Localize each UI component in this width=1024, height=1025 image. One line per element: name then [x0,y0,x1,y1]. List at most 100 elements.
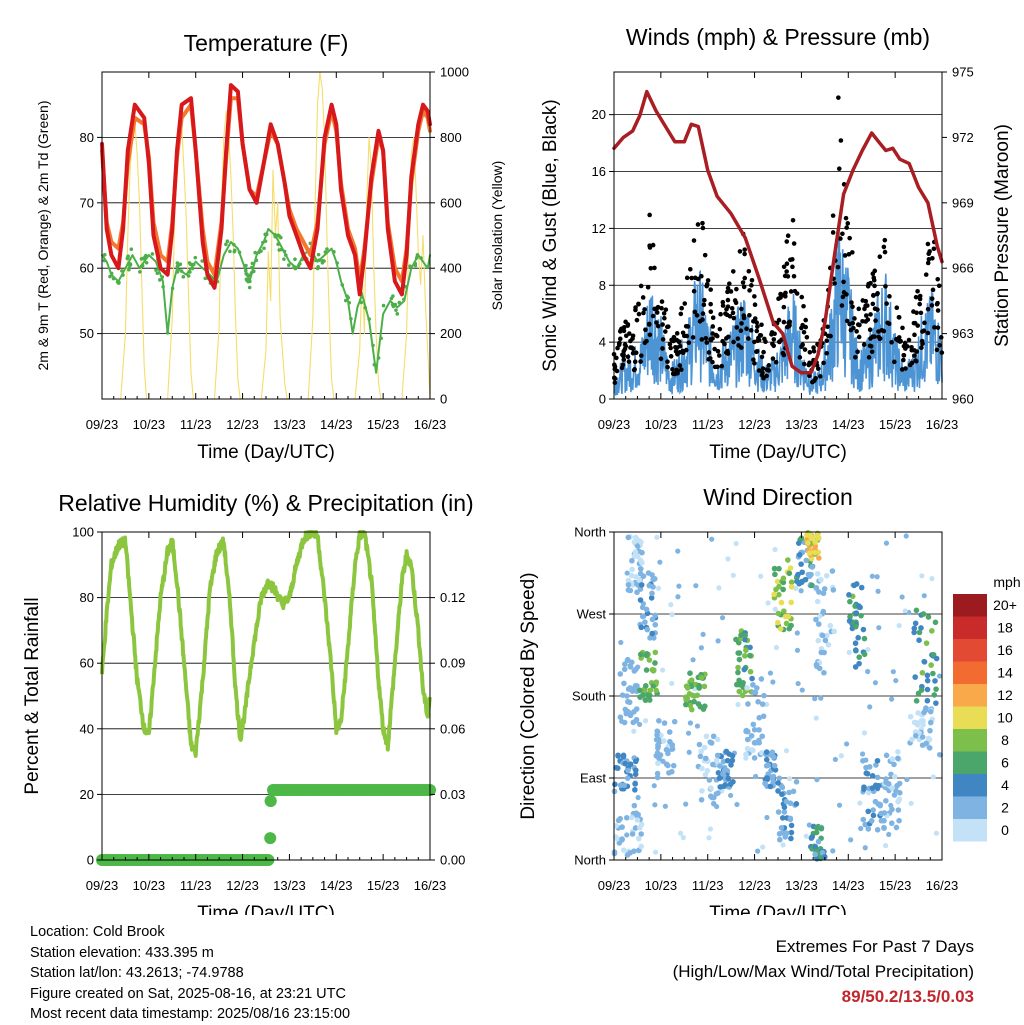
dewpoint-point [243,268,248,273]
dewpoint-point [248,279,252,284]
direction-point [767,670,774,676]
direction-point [809,534,816,540]
dewpoint-point [332,250,336,254]
dewpoint-point [325,247,329,251]
direction-point [922,707,929,714]
figure-created: Figure created on Sat, 2025-08-16, at 23… [30,985,346,1002]
gust-point [785,233,791,238]
gust-point [874,291,880,297]
gust-point [755,324,760,329]
direction-point [763,756,770,763]
figure-canvas: 09/23 10/23 11/23 12/23 13/23 14/23 15/23 16/23… [22,24,1021,915]
direction-point [649,616,656,623]
dewpoint-point [102,252,107,257]
direction-point [812,843,819,850]
dewpoint-point [186,274,191,278]
gust-point [850,250,855,255]
direction-point [909,736,915,743]
x-tick-label: 10/23 [645,417,678,432]
direction-point [687,720,693,726]
gust-point [756,337,762,343]
gust-point [683,324,689,329]
direction-point [863,764,869,771]
gust-point [882,237,888,243]
direction-point [624,832,630,838]
direction-point [630,719,637,726]
direction-point [627,664,634,670]
dewpoint-point [273,232,277,237]
direction-point [788,584,795,590]
direction-point [924,677,931,684]
colorbar-swatch [953,819,987,842]
direction-point [780,586,786,593]
gust-point [704,281,710,287]
gust-point [673,370,678,376]
direction-point [782,613,789,620]
direction-point [820,590,827,597]
gust-point [861,342,867,347]
dewpoint-point [414,256,419,260]
direction-point [793,585,799,592]
gust-point [632,359,638,365]
direction-point [902,608,908,614]
direction-point [908,800,914,807]
gust-point [920,329,925,334]
direction-point [785,557,791,563]
gust-point [925,241,931,247]
gust-point [781,264,787,270]
direction-point [831,628,837,635]
direction-point [867,704,873,710]
direction-point [919,573,925,579]
gust-point [662,329,668,334]
gust-point [812,378,817,383]
direction-point [642,683,649,689]
direction-point [756,714,763,721]
direction-point [686,690,693,697]
gust-point [668,345,673,351]
x-tick-label: 10/23 [645,878,678,893]
direction-point [628,814,635,821]
y2-tick-label: 0.00 [440,853,465,868]
direction-point [680,835,686,841]
direction-point [629,831,636,837]
direction-point [809,564,815,570]
gust-point [919,338,925,344]
x-tick-label: 16/23 [414,878,447,893]
direction-point [929,628,935,634]
direction-point [775,780,781,786]
direction-point [654,774,661,781]
direction-point [933,655,940,662]
dewpoint-point [125,256,130,261]
direction-point [795,680,801,687]
gust-point [708,301,713,307]
direction-point [677,830,684,836]
dewpoint-point [160,275,165,279]
dewpoint-point [244,278,249,282]
direction-point [690,657,696,663]
gust-point [830,213,836,218]
gust-point [929,296,935,301]
dewpoint-point [402,297,406,302]
y-tick-label: 8 [599,278,606,293]
gust-point [658,356,664,362]
direction-point [632,825,639,831]
gust-point [883,284,888,289]
y-tick-label: 20 [592,107,606,122]
direction-point [698,796,705,803]
x-tick-label: 13/23 [273,878,306,893]
dewpoint-point [187,261,192,265]
direction-point [684,695,691,702]
direction-point [727,781,734,788]
dewpoint-point [359,300,364,305]
direction-point [699,765,705,772]
direction-point [651,576,658,582]
direction-point [655,736,662,743]
dewpoint-point [371,343,375,348]
gust-point [614,368,620,374]
gust-point [744,326,749,331]
dewpoint-point [102,258,107,263]
direction-point [771,591,777,598]
y-tick-label: 100 [72,525,94,540]
gust-point [680,350,686,356]
x-tick-label: 16/23 [414,417,447,432]
